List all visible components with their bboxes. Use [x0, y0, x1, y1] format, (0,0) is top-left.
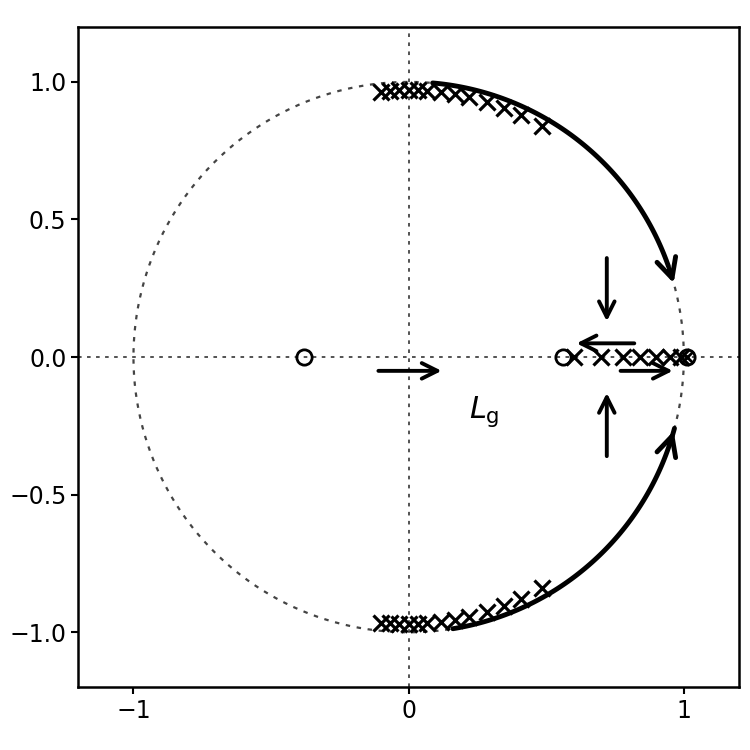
Text: $L_{\mathrm{g}}$: $L_{\mathrm{g}}$ [470, 394, 500, 429]
